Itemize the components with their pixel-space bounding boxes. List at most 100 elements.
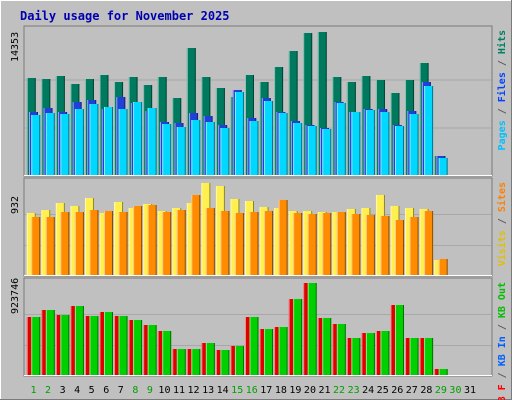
bar-hits-pages-day-9-face bbox=[147, 108, 157, 175]
bar-kbytes-kb-out-day-20-face bbox=[307, 283, 317, 375]
bar-hits-pages-day-17-face bbox=[264, 101, 274, 175]
bar-visits-sites-day-18-face bbox=[278, 200, 288, 275]
bar-visits-sites-day-29 bbox=[438, 259, 448, 275]
bar-kbytes-kb-out-day-27-face bbox=[409, 338, 419, 375]
x-tick-label-day-27: 27 bbox=[406, 385, 418, 396]
bar-hits-pages-day-16 bbox=[249, 121, 259, 175]
bar-visits-sites-day-9-face bbox=[147, 205, 157, 275]
x-tick-label-day-15: 15 bbox=[231, 385, 243, 396]
bar-visits-sites-day-4 bbox=[74, 212, 84, 275]
bar-hits-pages-day-5 bbox=[89, 104, 99, 175]
bar-visits-sites-day-21-face bbox=[322, 213, 332, 275]
bar-visits-sites-day-1-face bbox=[31, 217, 41, 275]
x-tick-label-day-14: 14 bbox=[217, 385, 229, 396]
x-tick-label-day-28: 28 bbox=[420, 385, 432, 396]
bar-hits-pages-day-15-face bbox=[234, 92, 244, 175]
bar-visits-sites-day-15-face bbox=[234, 213, 244, 275]
bar-visits-sites-day-6-face bbox=[104, 211, 113, 275]
bar-hits-pages-day-1 bbox=[31, 115, 41, 175]
bar-hits-pages-day-27-face bbox=[409, 114, 419, 175]
panel-hits-ymax-label: 14353 bbox=[10, 32, 21, 62]
bar-visits-sites-day-17-face bbox=[264, 211, 274, 275]
legend-: / bbox=[497, 54, 508, 72]
bar-kbytes-kb-out-day-24 bbox=[365, 333, 375, 375]
bar-visits-sites-day-29-face bbox=[438, 259, 448, 275]
bar-hits-pages-day-22-face bbox=[336, 103, 346, 175]
legend-kb-out: KB Out bbox=[497, 282, 508, 318]
bar-visits-sites-day-23-face bbox=[351, 214, 361, 275]
bar-visits-sites-day-24-face bbox=[365, 215, 375, 275]
x-tick-label-day-30: 30 bbox=[449, 385, 461, 396]
bar-visits-sites-day-22-face bbox=[336, 212, 346, 275]
bar-hits-pages-day-16-face bbox=[249, 121, 259, 175]
bar-kbytes-kb-out-day-8-face bbox=[133, 320, 143, 375]
bar-kbytes-kb-out-day-4 bbox=[74, 306, 84, 375]
bar-kbytes-kb-out-day-2 bbox=[45, 310, 55, 375]
x-tick-label-day-23: 23 bbox=[348, 385, 360, 396]
bar-hits-pages-day-28 bbox=[424, 86, 434, 175]
bar-kbytes-kb-out-day-29 bbox=[438, 369, 448, 375]
bar-hits-hits-day-21-face bbox=[317, 32, 327, 175]
bar-visits-sites-day-9 bbox=[147, 205, 157, 275]
bar-kbytes-kb-out-day-19 bbox=[293, 299, 303, 375]
bar-hits-pages-day-13 bbox=[205, 122, 215, 175]
bar-kbytes-kb-out-day-26 bbox=[395, 305, 404, 375]
bar-kbytes-kb-out-day-16 bbox=[249, 317, 259, 375]
bar-kbytes-kb-out-day-18 bbox=[278, 327, 288, 375]
bar-hits-pages-day-20-face bbox=[307, 126, 317, 175]
bar-visits-sites-day-22 bbox=[336, 212, 346, 275]
bar-visits-sites-day-8 bbox=[133, 206, 143, 275]
bar-kbytes-kb-out-day-6 bbox=[104, 312, 113, 375]
legend-pages: Pages bbox=[497, 120, 508, 150]
bar-kbytes-kb-out-day-9-face bbox=[147, 325, 157, 375]
bar-kbytes-kb-out-day-1-face bbox=[31, 317, 41, 375]
bar-visits-sites-day-11 bbox=[176, 210, 186, 275]
panel-kbytes-legend: KB F / KB In / KB Out bbox=[497, 282, 508, 400]
bar-visits-sites-day-14 bbox=[220, 211, 230, 275]
x-tick-label-day-18: 18 bbox=[275, 385, 287, 396]
legend-kb-in: KB In bbox=[497, 336, 508, 366]
bar-hits-pages-day-22 bbox=[336, 103, 346, 175]
bar-kbytes-kb-out-day-9 bbox=[147, 325, 157, 375]
bar-kbytes-kb-out-day-7-face bbox=[118, 316, 128, 375]
bar-kbytes-kb-out-day-13-face bbox=[205, 343, 215, 375]
x-tick-label-day-22: 22 bbox=[333, 385, 345, 396]
legend-hits: Hits bbox=[496, 30, 508, 54]
bar-hits-pages-day-7-face bbox=[118, 109, 128, 175]
x-tick-label-day-24: 24 bbox=[362, 385, 374, 396]
bar-visits-sites-day-4-face bbox=[74, 212, 84, 275]
bar-kbytes-kb-out-day-28 bbox=[424, 338, 434, 375]
bar-hits-pages-day-19 bbox=[293, 123, 303, 175]
bar-hits-hits-day-19-face bbox=[288, 51, 298, 175]
panel-kbytes-ymax-label: 923746 bbox=[10, 278, 21, 314]
bar-hits-pages-day-18-face bbox=[278, 113, 288, 175]
bar-visits-sites-day-27 bbox=[409, 217, 419, 275]
bar-visits-sites-day-5 bbox=[89, 210, 99, 275]
x-tick-label-day-16: 16 bbox=[246, 385, 258, 396]
bar-visits-sites-day-10-face bbox=[162, 212, 172, 275]
bar-kbytes-kb-out-day-6-face bbox=[104, 312, 113, 375]
x-tick-label-day-3: 3 bbox=[60, 385, 66, 396]
bar-kbytes-kb-out-day-12 bbox=[191, 349, 201, 375]
bar-hits-pages-day-2 bbox=[45, 113, 55, 175]
bar-kbytes-kb-out-day-7 bbox=[118, 316, 128, 375]
bar-hits-pages-day-25-face bbox=[380, 112, 390, 175]
x-tick-label-day-25: 25 bbox=[377, 385, 389, 396]
bar-hits-pages-day-29-face bbox=[438, 158, 448, 175]
legend-: / bbox=[497, 102, 508, 120]
bar-kbytes-kb-out-day-15-face bbox=[234, 346, 244, 375]
bar-hits-pages-day-8 bbox=[133, 102, 143, 175]
panel-visits: 932 Visits / Sites bbox=[10, 177, 508, 277]
bar-visits-sites-day-14-face bbox=[220, 211, 230, 275]
bar-kbytes-kb-out-day-22 bbox=[336, 324, 346, 375]
bar-visits-sites-day-13-face bbox=[205, 208, 215, 275]
x-tick-label-day-26: 26 bbox=[391, 385, 403, 396]
bar-hits-pages-day-11 bbox=[176, 127, 186, 175]
bar-hits-pages-day-4 bbox=[74, 109, 84, 175]
bar-visits-sites-day-6 bbox=[104, 211, 113, 275]
bar-hits-pages-day-24 bbox=[365, 110, 375, 175]
x-tick-label-day-29: 29 bbox=[435, 385, 447, 396]
bar-kbytes-kb-out-day-27 bbox=[409, 338, 419, 375]
bar-kbytes-kb-out-day-15 bbox=[234, 346, 244, 375]
